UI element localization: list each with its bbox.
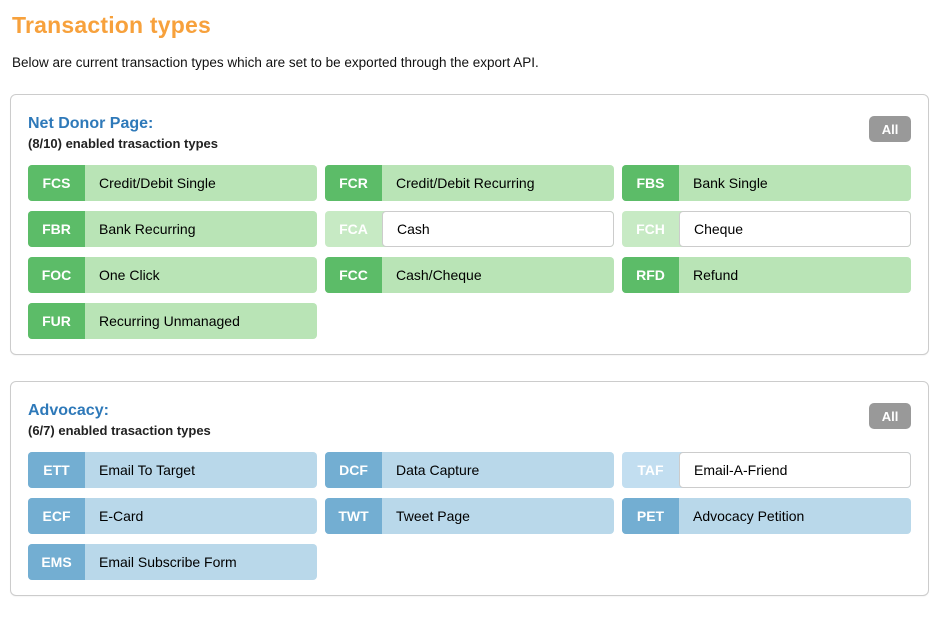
page-subtitle: Below are current transaction types whic…: [12, 55, 539, 70]
section-title: Advocacy:: [28, 402, 109, 420]
tile-foc[interactable]: FOC One Click: [28, 257, 317, 294]
tile-grid: FCS Credit/Debit Single FCR Credit/Debit…: [26, 165, 913, 340]
section-net-donor-page: Net Donor Page: (8/10) enabled trasactio…: [10, 94, 929, 356]
tile-code-badge: DCF: [325, 452, 382, 489]
page-title: Transaction types: [12, 12, 211, 38]
tile-label: Cash/Cheque: [396, 267, 482, 284]
tile-ecf[interactable]: ECF E-Card: [28, 498, 317, 535]
tile-code-badge: FOC: [28, 257, 85, 294]
tile-rfd[interactable]: RFD Refund: [622, 257, 911, 294]
tile-label: Tweet Page: [396, 508, 470, 525]
section-title: Net Donor Page:: [28, 115, 154, 132]
tile-label: Bank Recurring: [99, 221, 196, 238]
tile-code-badge: FCC: [325, 257, 382, 294]
tile-label: Email-A-Friend: [679, 452, 911, 489]
section-summary: (6/7) enabled trasaction types: [28, 423, 211, 439]
tile-fch[interactable]: FCH Cheque: [622, 211, 911, 248]
tile-code-badge: TAF: [637, 462, 664, 479]
tile-label: One Click: [99, 267, 160, 284]
tile-fbs[interactable]: FBS Bank Single: [622, 165, 911, 202]
tile-label: Credit/Debit Recurring: [396, 175, 535, 192]
tile-code-badge: ECF: [28, 498, 85, 535]
tile-pet[interactable]: PET Advocacy Petition: [622, 498, 911, 535]
tile-fca[interactable]: FCA Cash: [325, 211, 614, 248]
tile-label: Data Capture: [396, 462, 480, 479]
tile-label: Cash: [382, 211, 614, 248]
section-heading-block: Advocacy: (6/7) enabled trasaction types: [28, 401, 211, 438]
tile-code-badge: PET: [622, 498, 679, 535]
section-advocacy: Advocacy: (6/7) enabled trasaction types…: [10, 381, 929, 597]
tile-ems[interactable]: EMS Email Subscribe Form: [28, 544, 317, 581]
tile-code-badge: FCH: [636, 221, 665, 238]
tile-fcs[interactable]: FCS Credit/Debit Single: [28, 165, 317, 202]
tile-code-badge: FBR: [28, 211, 85, 248]
select-all-button[interactable]: All: [869, 403, 911, 430]
tile-label: Recurring Unmanaged: [99, 313, 240, 330]
tile-twt[interactable]: TWT Tweet Page: [325, 498, 614, 535]
transaction-type-sections: Net Donor Page: (8/10) enabled trasactio…: [10, 94, 929, 597]
tile-label: E-Card: [99, 508, 144, 525]
section-heading-block: Net Donor Page: (8/10) enabled trasactio…: [28, 114, 218, 151]
tile-code-badge: EMS: [28, 544, 85, 581]
tile-label: Cheque: [679, 211, 911, 248]
tile-code-badge: RFD: [622, 257, 679, 294]
section-header: Advocacy: (6/7) enabled trasaction types…: [26, 397, 913, 438]
tile-label: Credit/Debit Single: [99, 175, 216, 192]
tile-fcc[interactable]: FCC Cash/Cheque: [325, 257, 614, 294]
tile-dcf[interactable]: DCF Data Capture: [325, 452, 614, 489]
tile-ett[interactable]: ETT Email To Target: [28, 452, 317, 489]
tile-code-badge: FUR: [28, 303, 85, 340]
tile-label: Email Subscribe Form: [99, 554, 237, 571]
tile-code-badge: ETT: [28, 452, 85, 489]
tile-code-badge: FCS: [28, 165, 85, 202]
tile-fcr[interactable]: FCR Credit/Debit Recurring: [325, 165, 614, 202]
tile-label: Refund: [693, 267, 739, 284]
tile-code-badge: FCR: [325, 165, 382, 202]
tile-taf[interactable]: TAF Email-A-Friend: [622, 452, 911, 489]
tile-code-badge: FBS: [622, 165, 679, 202]
tile-grid: ETT Email To Target DCF Data Capture TAF…: [26, 452, 913, 581]
tile-code-badge: FCA: [339, 221, 368, 238]
section-header: Net Donor Page: (8/10) enabled trasactio…: [26, 110, 913, 151]
tile-label: Advocacy Petition: [693, 508, 805, 525]
select-all-button[interactable]: All: [869, 116, 911, 142]
tile-label: Email To Target: [99, 462, 195, 479]
tile-label: Bank Single: [693, 175, 768, 192]
tile-fur[interactable]: FUR Recurring Unmanaged: [28, 303, 317, 340]
section-summary: (8/10) enabled trasaction types: [28, 136, 219, 152]
tile-code-badge: TWT: [325, 498, 382, 535]
tile-fbr[interactable]: FBR Bank Recurring: [28, 211, 317, 248]
